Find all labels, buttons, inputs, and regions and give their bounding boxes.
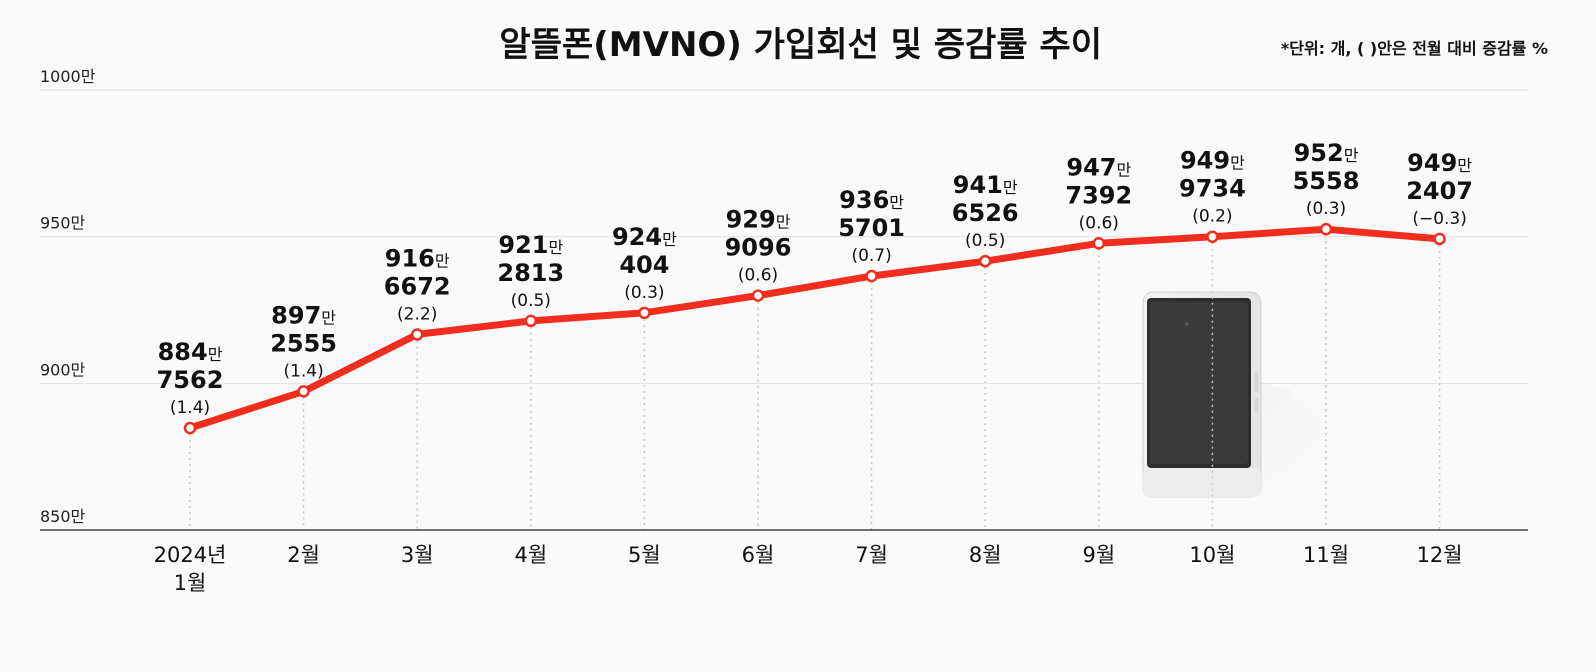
change-pct-label: (1.4) (170, 398, 210, 418)
change-pct-label: (0.2) (1192, 207, 1232, 227)
value-label-bottom: 5558 (1293, 167, 1360, 195)
value-label-top: 949만 (1180, 147, 1245, 175)
data-point (1206, 230, 1219, 243)
value-label-bottom: 7562 (157, 366, 224, 394)
value-label-top: 947만 (1066, 153, 1131, 181)
value-label-bottom: 2555 (270, 329, 337, 357)
y-axis-ticks: 850만 900만 950만 1000만 (40, 67, 96, 526)
change-pct-label: (0.5) (511, 291, 551, 311)
value-label-top: 924만 (612, 223, 677, 251)
grid-lines (40, 89, 1528, 384)
data-point (638, 306, 651, 320)
x-tick-label: 8월 (969, 543, 1002, 567)
change-pct-label: (0.3) (1306, 199, 1346, 219)
y-tick-label: 950만 (40, 214, 86, 233)
value-label-top: 921만 (498, 231, 563, 259)
value-label-top: 897만 (271, 301, 336, 329)
change-pct-label: (0.6) (738, 266, 778, 286)
x-tick-label: 10월 (1189, 543, 1235, 567)
data-point (1319, 222, 1333, 236)
unit-note: *단위: 개, ( )안은 전월 대비 증감률 % (1281, 39, 1548, 58)
data-point (410, 328, 424, 341)
value-label-bottom: 2813 (497, 259, 564, 287)
x-tick-label: 9월 (1082, 543, 1115, 567)
change-pct-label: (0.6) (1079, 213, 1119, 233)
value-label-bottom: 404 (619, 251, 669, 279)
data-point (751, 289, 765, 302)
y-tick-label: 850만 (40, 507, 86, 526)
value-label-bottom: 5701 (838, 214, 905, 242)
chart-title: 알뜰폰(MVNO) 가입회선 및 증감률 추이 (499, 25, 1102, 65)
value-label-bottom: 2407 (1406, 177, 1473, 205)
change-pct-label: (0.5) (965, 231, 1005, 251)
value-label-bottom: 9096 (725, 234, 792, 262)
data-points (183, 222, 1446, 435)
y-tick-label: 1000만 (40, 67, 96, 86)
value-label-top: 916만 (385, 244, 450, 272)
value-label-top: 936만 (839, 186, 904, 214)
data-point (1433, 232, 1446, 246)
value-label-bottom: 7392 (1065, 181, 1132, 209)
value-label-top: 884만 (158, 338, 223, 366)
value-label-top: 929만 (726, 206, 791, 234)
x-axis-ticks: 2024년 1월 2월 3월 4월 5월 6월 7월 8월 9월 10월 11월 12월 (154, 543, 1463, 595)
value-label-bottom: 6526 (952, 199, 1019, 227)
x-tick-label: 4월 (514, 543, 547, 567)
change-pct-label: (0.3) (624, 283, 664, 303)
x-tick-label: 3월 (401, 543, 434, 567)
value-label-top: 952만 (1294, 139, 1359, 167)
series-line (186, 225, 1444, 432)
x-tick-label: 11월 (1303, 543, 1349, 567)
y-tick-label: 900만 (40, 360, 86, 379)
data-point (1092, 237, 1106, 250)
change-pct-label: (0.7) (851, 246, 891, 266)
change-pct-label: (−0.3) (1412, 209, 1467, 229)
x-tick-label: 6월 (742, 543, 775, 567)
value-label-bottom: 6672 (384, 272, 451, 300)
data-labels: 884만7562(1.4)897만2555(1.4)916만6672(2.2)9… (157, 139, 1473, 418)
data-point (978, 254, 992, 268)
x-tick-label: 5월 (628, 543, 661, 567)
data-point (183, 421, 197, 435)
smartphone-illustration-icon (1140, 291, 1330, 500)
x-tick-label: 7월 (855, 543, 888, 567)
x-tick-label: 2024년 1월 (154, 543, 227, 595)
data-point (865, 269, 878, 283)
x-tick-label: 2월 (287, 543, 320, 567)
change-pct-label: (2.2) (397, 304, 437, 324)
value-label-top: 949만 (1407, 149, 1472, 177)
value-label-bottom: 9734 (1179, 175, 1246, 203)
dotted-guides (189, 229, 1441, 530)
data-point (524, 314, 538, 328)
value-label-top: 941만 (953, 171, 1018, 199)
change-pct-label: (1.4) (283, 361, 323, 381)
data-point (297, 385, 310, 398)
x-tick-label: 12월 (1417, 543, 1463, 567)
